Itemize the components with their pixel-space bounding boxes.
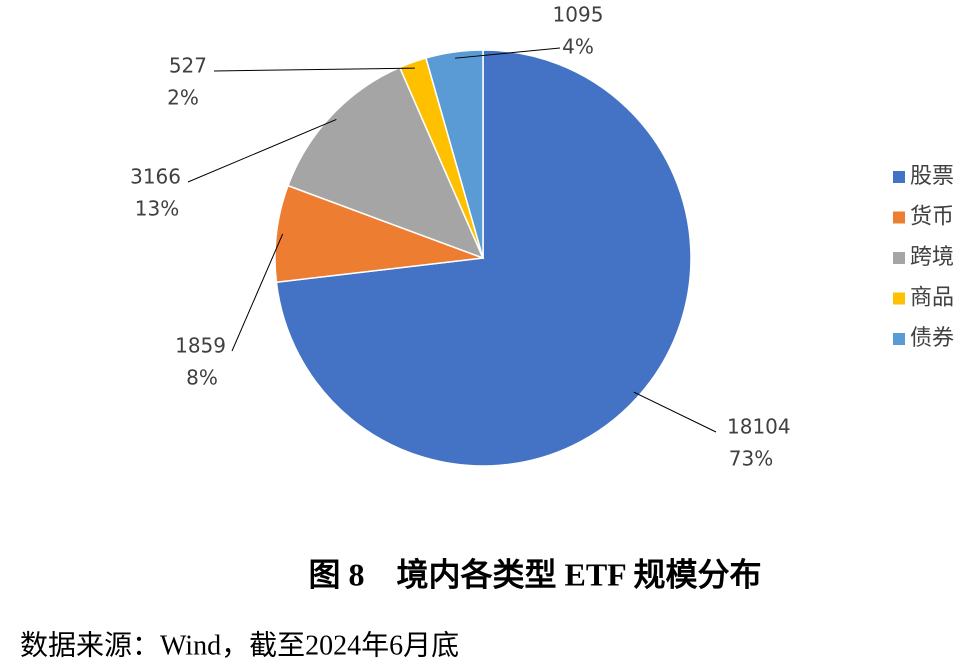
legend-swatch: [893, 292, 905, 305]
legend-swatch: [893, 171, 905, 183]
leader-line: [187, 118, 337, 183]
legend-label: 跨境: [910, 245, 954, 270]
percent-label: 73%: [729, 447, 773, 471]
pie-slice: [274, 184, 484, 284]
data-label: 3166: [130, 165, 181, 189]
legend-label: 债券: [910, 326, 954, 351]
source-note: 数据来源：Wind，截至2024年6月底: [20, 629, 459, 661]
percent-label: 8%: [186, 366, 218, 390]
leader-line: [633, 391, 717, 433]
percent-label: 13%: [135, 197, 179, 221]
legend-swatch: [893, 252, 905, 264]
pie-slice: [424, 49, 484, 259]
chart-title: 图 8 境内各类型 ETF 规模分布: [308, 556, 761, 592]
percent-label: 4%: [562, 35, 594, 59]
legend-label: 货币: [910, 205, 954, 230]
legend-swatch: [893, 333, 905, 345]
legend-label: 商品: [910, 286, 954, 311]
legend-swatch: [893, 211, 905, 224]
pie-slice: [287, 66, 485, 260]
data-label: 1095: [553, 3, 604, 27]
data-label: 527: [169, 54, 207, 78]
percent-label: 2%: [167, 86, 199, 110]
leader-line: [455, 47, 561, 59]
legend-label: 股票: [910, 164, 954, 189]
data-label: 18104: [727, 415, 791, 439]
leader-line: [213, 67, 415, 72]
data-label: 1859: [175, 334, 226, 358]
leader-line: [231, 233, 284, 352]
